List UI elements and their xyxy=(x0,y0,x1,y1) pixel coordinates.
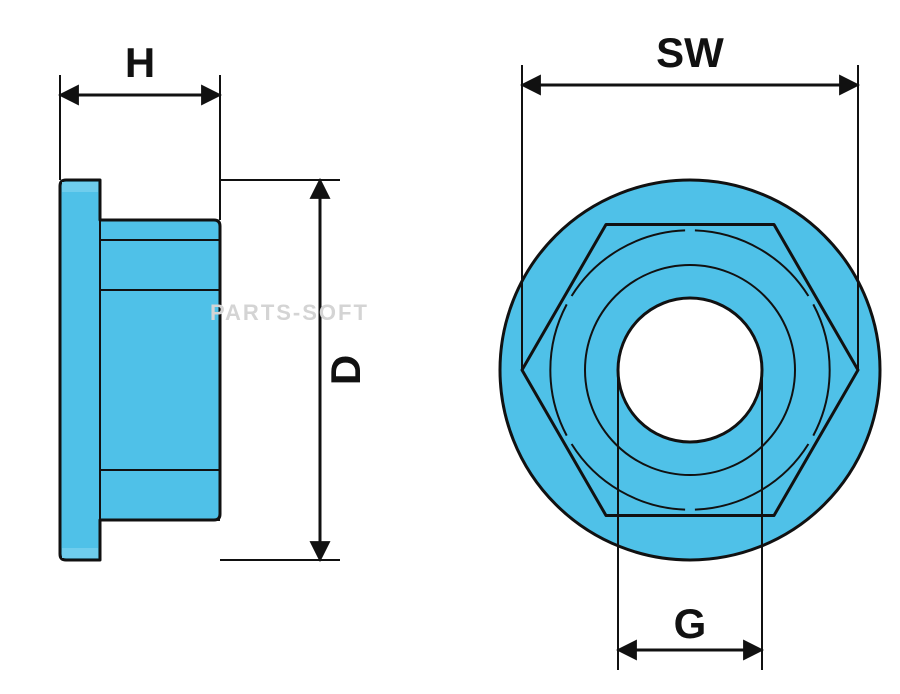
top-view xyxy=(500,180,880,560)
technical-drawing: H D SW G xyxy=(0,0,900,694)
label-d: D xyxy=(322,355,369,385)
label-sw: SW xyxy=(656,29,724,76)
label-g: G xyxy=(674,600,707,647)
side-view xyxy=(60,180,220,560)
label-h: H xyxy=(125,39,155,86)
